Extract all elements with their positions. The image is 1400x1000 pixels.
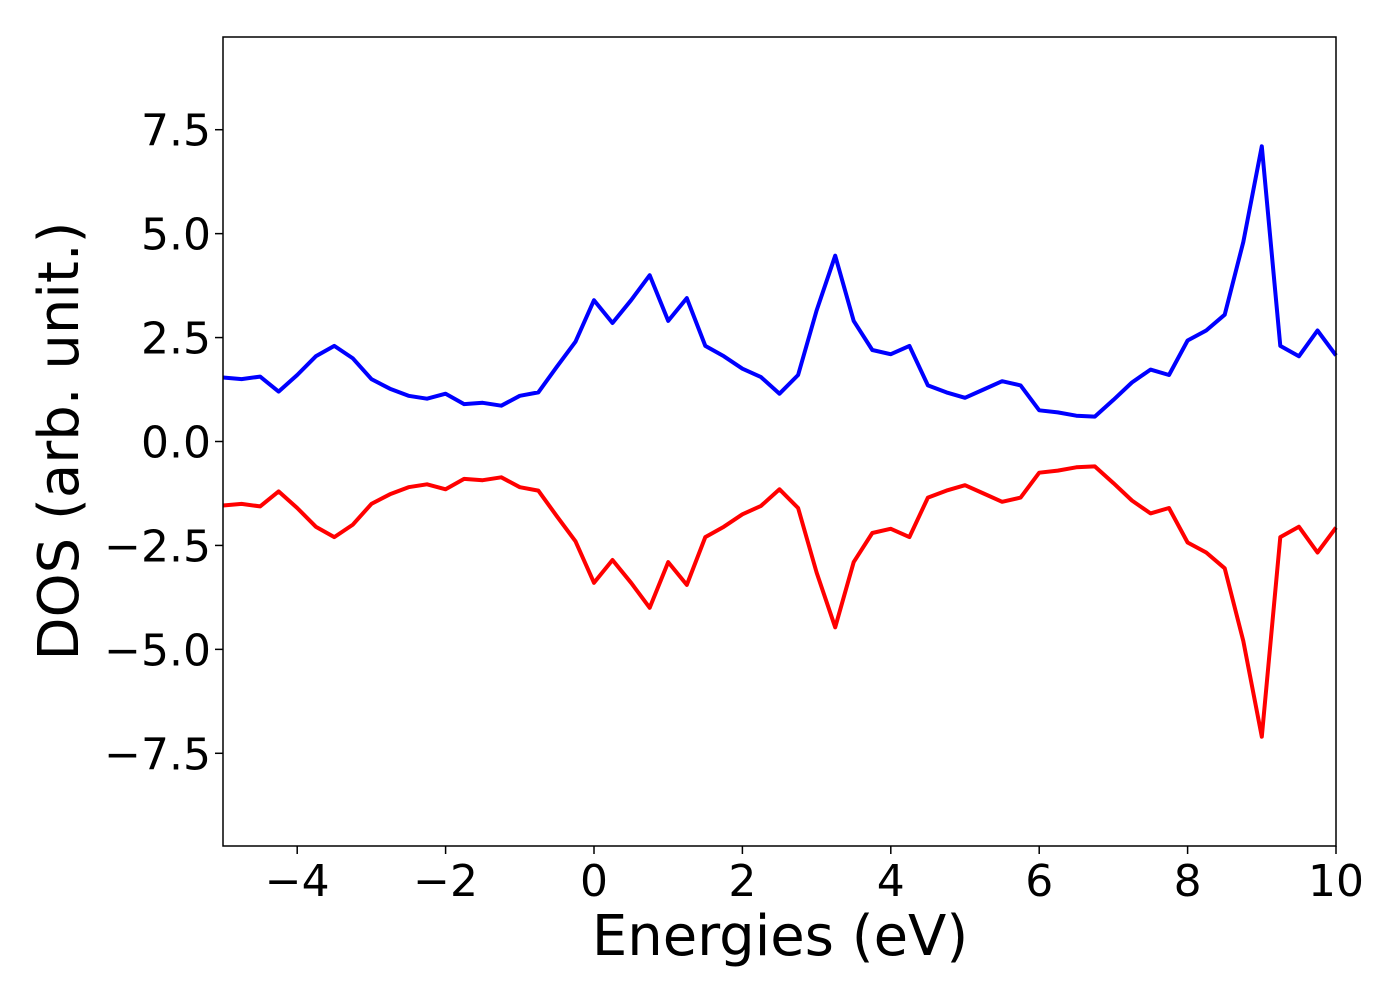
x-tick-label: 8 <box>1174 856 1202 907</box>
y-tick-label: 2.5 <box>141 314 211 365</box>
line <box>222 464 1338 739</box>
y-tick-label: −5.0 <box>104 625 211 676</box>
x-tick-label: −2 <box>413 856 478 907</box>
line <box>222 144 1338 419</box>
y-tick-label: −7.5 <box>104 729 211 780</box>
x-tick-label: 6 <box>1025 856 1053 907</box>
x-tick-label: 10 <box>1308 856 1364 907</box>
y-tick-label: 7.5 <box>141 106 211 157</box>
y-tick-label: 0.0 <box>141 418 211 469</box>
x-tick-label: 2 <box>728 856 756 907</box>
plot-frame <box>222 36 1337 847</box>
y-tick-label: 5.0 <box>141 210 211 261</box>
x-tick-label: 4 <box>877 856 905 907</box>
x-tick-label: 0 <box>580 856 608 907</box>
x-axis-label: Energies (eV) <box>592 904 968 969</box>
y-axis-label: DOS (arb. unit.) <box>27 221 92 660</box>
x-tick-label: −4 <box>265 856 330 907</box>
y-tick-label: −2.5 <box>104 521 211 572</box>
